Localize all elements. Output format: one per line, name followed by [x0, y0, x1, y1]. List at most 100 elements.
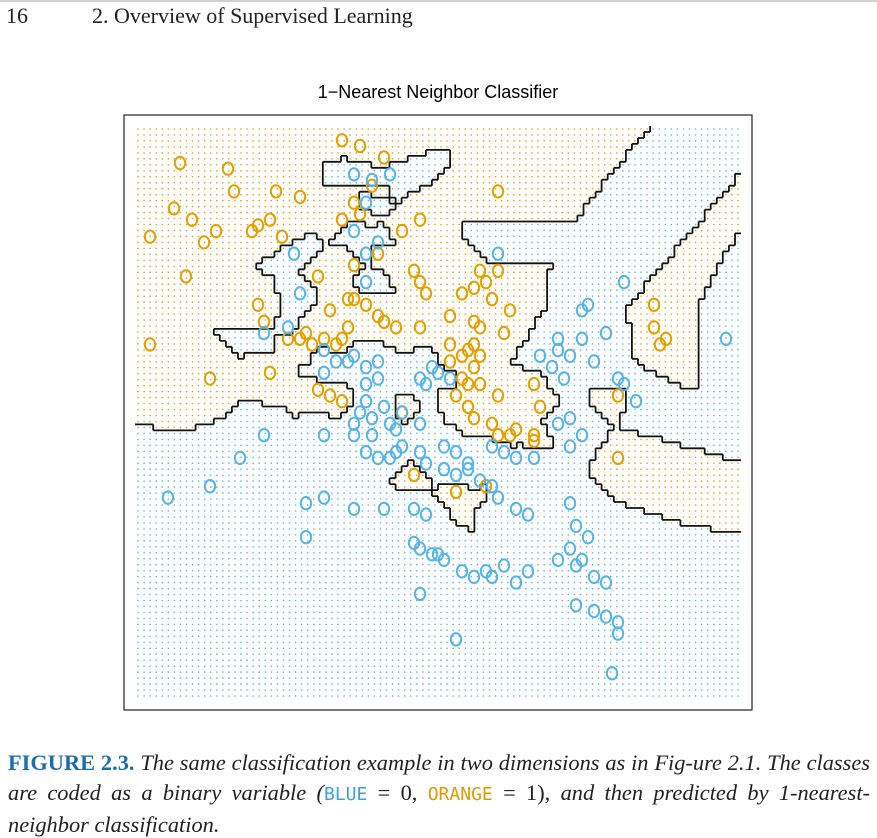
orange-point	[323, 303, 337, 318]
orange-point	[485, 291, 499, 307]
orange-point	[647, 320, 661, 335]
top-rule	[0, 0, 877, 2]
orange-point	[323, 388, 337, 403]
blue-point	[599, 609, 613, 624]
orange-point	[611, 450, 625, 466]
blue-point	[617, 274, 631, 290]
orange-point	[347, 257, 361, 273]
caption-equals-one: = 1),	[492, 780, 561, 805]
blue-point	[281, 320, 295, 335]
orange-point	[407, 263, 421, 278]
orange-point	[467, 280, 481, 295]
blue-point	[413, 416, 427, 431]
caption-text-2: and then predicted by 1-nearest-neighbor…	[8, 780, 871, 837]
blue-point	[353, 405, 367, 420]
orange-point	[443, 337, 457, 352]
blue-point	[299, 530, 313, 545]
orange-point	[467, 359, 481, 375]
blue-point	[365, 172, 379, 188]
blue-point	[491, 490, 505, 505]
caption-blue-code: BLUE	[324, 784, 368, 805]
blue-point	[455, 564, 469, 579]
orange-point	[461, 399, 475, 414]
orange-point	[533, 399, 547, 414]
blue-point	[545, 359, 559, 375]
blue-point	[575, 552, 589, 568]
chart-title: 1−Nearest Neighbor Classifier	[318, 82, 559, 102]
blue-point	[371, 354, 385, 369]
blue-point	[587, 603, 601, 619]
blue-point	[719, 331, 733, 346]
prediction-dot-grid	[137, 128, 739, 697]
blue-point	[599, 325, 613, 341]
caption-text-1: The same classification example in two d…	[8, 750, 870, 805]
orange-point	[209, 223, 223, 239]
blue-point	[359, 445, 373, 460]
orange-point	[185, 212, 199, 227]
orange-point	[491, 263, 505, 278]
blue-point	[347, 428, 361, 443]
orange-point	[263, 212, 277, 227]
orange-point	[167, 201, 181, 216]
blue-point	[611, 615, 625, 630]
blue-point	[437, 439, 451, 454]
blue-point	[425, 359, 439, 375]
blue-point	[485, 479, 499, 494]
orange-point	[503, 303, 517, 318]
orange-point	[227, 184, 241, 199]
blue-point	[449, 445, 463, 460]
blue-point	[359, 274, 373, 290]
blue-point	[551, 342, 565, 358]
blue-point	[395, 405, 409, 420]
orange-point	[269, 184, 283, 199]
orange-point	[203, 371, 217, 386]
orange-point	[179, 269, 193, 284]
orange-point	[305, 337, 319, 352]
blue-point	[461, 462, 475, 477]
orange-point	[473, 348, 487, 363]
blue-point	[419, 376, 433, 392]
orange-point	[443, 354, 457, 369]
knn-figure: 1−Nearest Neighbor Classifier	[123, 82, 753, 711]
blue-point	[437, 552, 451, 568]
orange-point	[491, 388, 505, 403]
orange-point	[473, 376, 487, 392]
orange-point	[173, 155, 187, 171]
blue-point	[509, 450, 523, 466]
blue-point	[425, 547, 439, 562]
blue-point	[347, 348, 361, 363]
orange-point	[389, 320, 403, 335]
orange-point	[341, 320, 355, 335]
orange-point	[251, 218, 265, 233]
orange-point	[335, 133, 349, 148]
blue-point	[563, 439, 577, 454]
blue-point	[473, 473, 487, 488]
blue-point	[485, 439, 499, 454]
orange-point	[143, 337, 157, 352]
blue-point	[377, 501, 391, 517]
blue-point	[359, 394, 373, 409]
blue-point	[347, 501, 361, 517]
orange-point	[263, 365, 277, 380]
blue-point	[419, 456, 433, 471]
blue-point	[467, 569, 481, 585]
blue-point	[569, 598, 583, 613]
orange-point	[395, 223, 409, 239]
orange-point	[449, 484, 463, 500]
blue-point	[485, 569, 499, 585]
orange-point	[377, 314, 391, 329]
orange-point	[371, 246, 385, 261]
blue-point	[491, 246, 505, 261]
orange-point	[497, 325, 511, 341]
orange-point	[611, 388, 625, 403]
blue-point	[527, 450, 541, 466]
orange-point	[197, 235, 211, 250]
orange-point	[461, 376, 475, 392]
blue-point	[347, 223, 361, 239]
blue-point	[389, 422, 403, 437]
blue-point	[161, 490, 175, 505]
blue-point	[587, 569, 601, 585]
blue-point	[449, 632, 463, 647]
figure-caption: FIGURE 2.3. The same classification exam…	[8, 748, 870, 838]
